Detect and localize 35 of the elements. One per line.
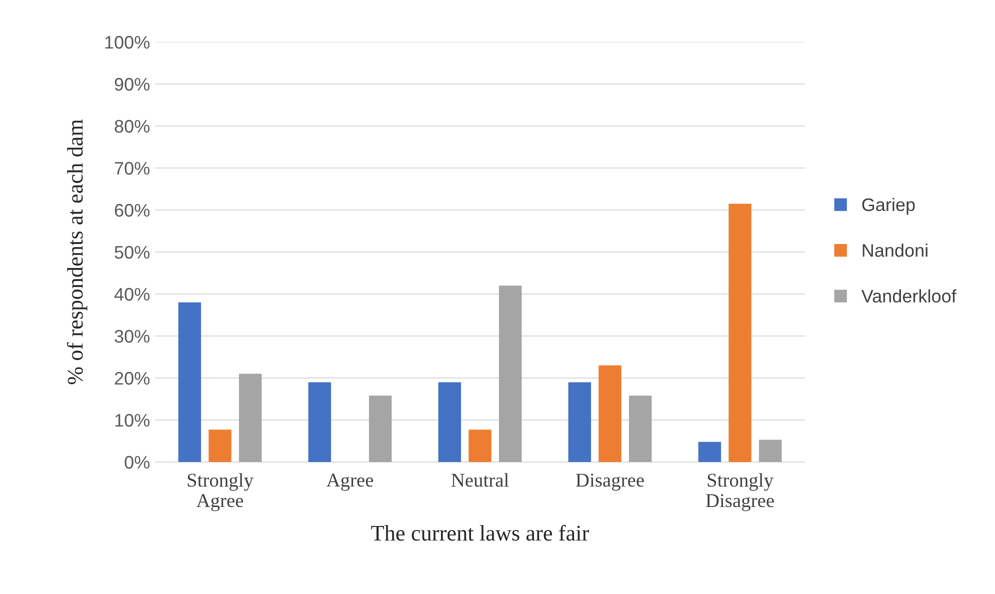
y-tick-label: 40%: [114, 288, 150, 301]
x-tick-label: Agree: [326, 474, 374, 491]
bar: [308, 382, 332, 462]
y-tick-label: 0%: [124, 456, 150, 469]
y-tick-label: 10%: [115, 414, 150, 427]
legend-label: Vanderkloof: [861, 289, 956, 303]
y-tick-label: 70%: [114, 162, 150, 175]
bar: [438, 382, 462, 462]
x-tick-label: Disagree: [576, 474, 644, 491]
y-tick-label: 60%: [114, 204, 150, 217]
bar: [698, 442, 722, 462]
bar: [208, 430, 232, 462]
y-tick-label: 50%: [114, 246, 150, 259]
bar: [598, 365, 622, 462]
x-tick-label: Strongly Disagree: [706, 473, 774, 512]
y-tick-label: 80%: [114, 120, 150, 133]
legend-label: Gariep: [862, 198, 915, 215]
bar: [728, 204, 752, 462]
bar: [498, 286, 522, 462]
bar: [758, 440, 782, 462]
legend-label: Nandoni: [862, 244, 928, 257]
bar: [368, 396, 392, 462]
x-axis-title: The current laws are fair: [371, 524, 589, 541]
y-tick-label: 20%: [114, 372, 150, 385]
bar: [628, 396, 652, 462]
bar: [238, 374, 262, 462]
x-tick-label: Strongly Agree: [188, 473, 254, 512]
y-tick-label: 100%: [105, 36, 150, 49]
y-axis-title: % of respondents at each dam: [66, 119, 88, 384]
bar: [468, 430, 492, 462]
y-tick-label: 30%: [114, 330, 150, 343]
bar: [568, 382, 592, 462]
bar: [178, 302, 202, 462]
y-tick-label: 90%: [114, 78, 150, 91]
x-tick-label: Neutral: [451, 473, 509, 487]
